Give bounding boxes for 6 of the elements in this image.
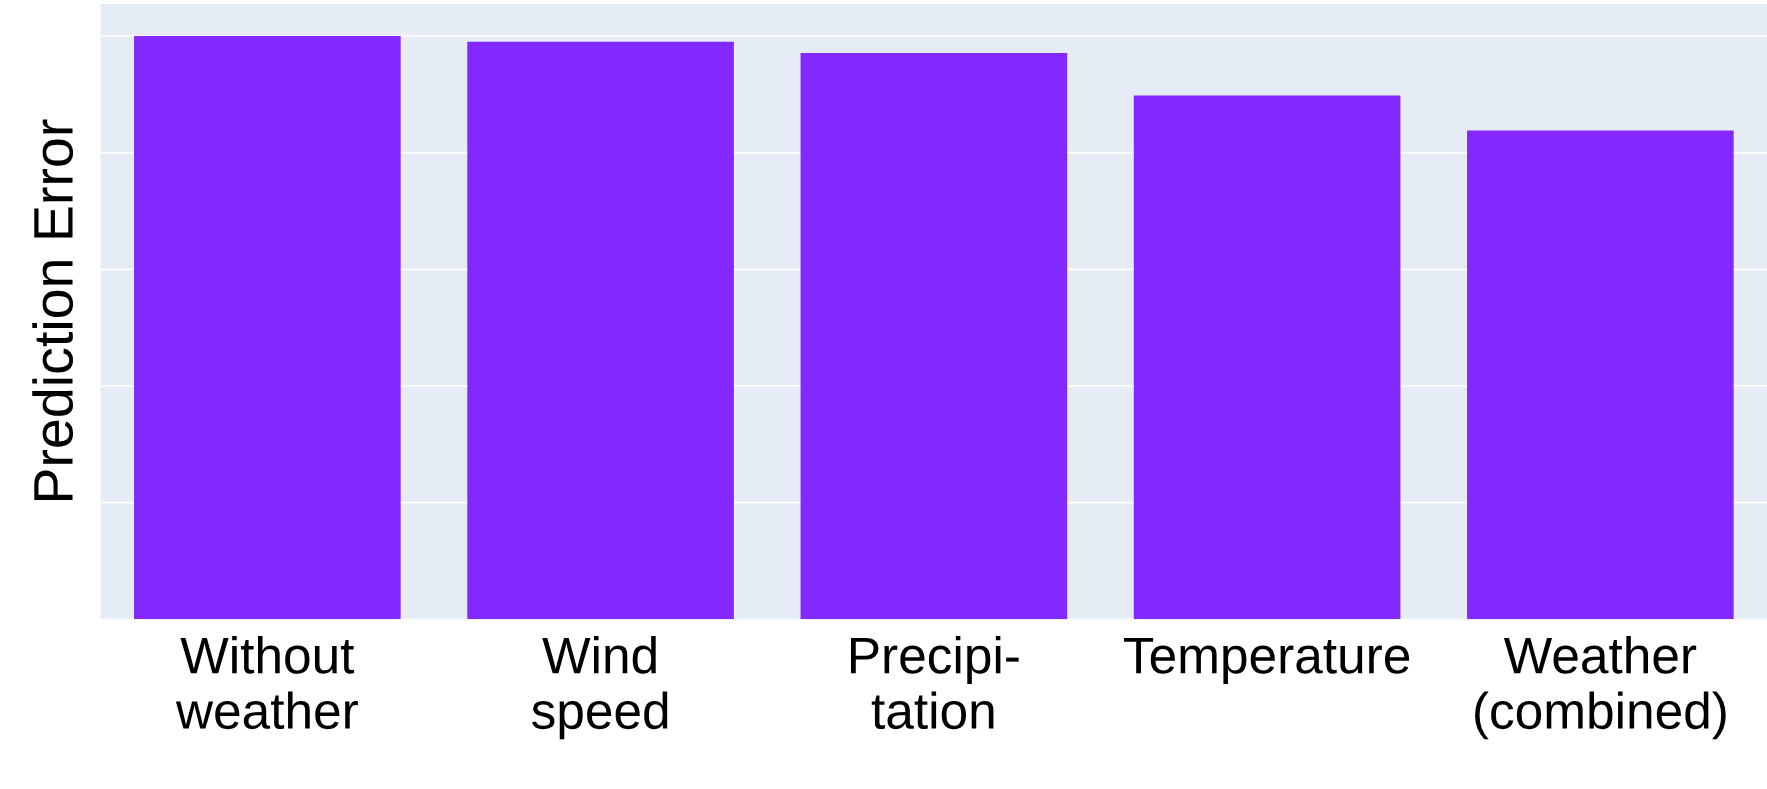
x-tick-label: Without weather <box>175 636 358 730</box>
y-axis-title: Prediction Error <box>32 119 74 501</box>
x-tick-label: Weather (combined) <box>1475 636 1726 740</box>
x-tick-label: Precipi- tation <box>850 636 1019 730</box>
x-tick-label: Temperature <box>1124 637 1410 684</box>
x-tick-label: Wind speed <box>532 636 668 740</box>
